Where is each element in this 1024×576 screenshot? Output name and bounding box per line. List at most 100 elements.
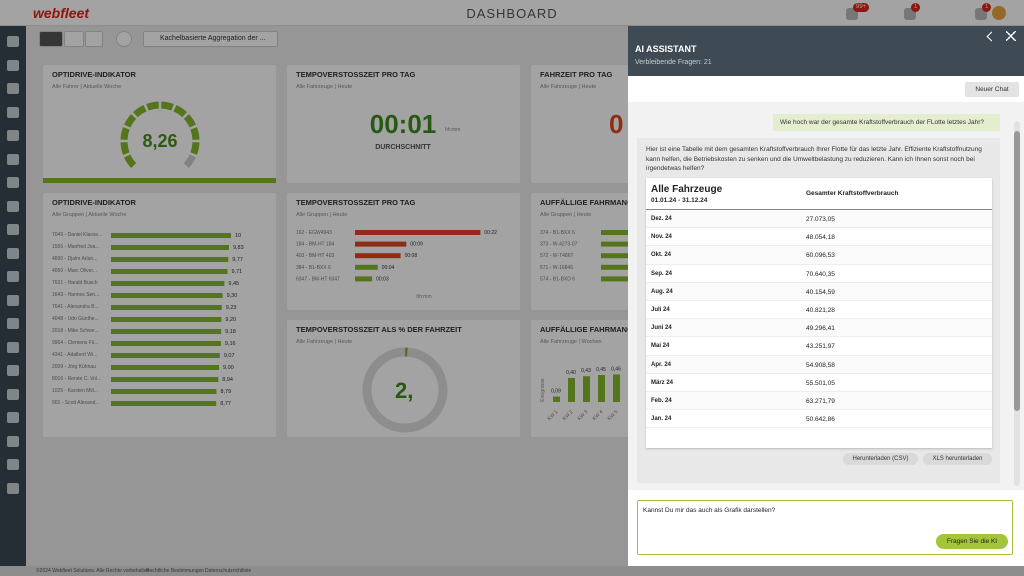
sidebar-icon[interactable] [7, 294, 19, 306]
new-chat-button[interactable]: Neuer Chat [965, 82, 1019, 97]
table-row: Dez. 24 27.073,05 [646, 210, 992, 229]
bar [598, 375, 605, 402]
gauge-segment [146, 101, 159, 111]
widget-canvas: TEMPOVERSTOSSZEIT PRO TAG Alle Fahrzeuge … [296, 70, 460, 151]
bar-label: 9,07 [224, 353, 235, 359]
widget: TEMPOVERSTOSSZEIT ALS % DER FAHRZEIT Alle… [287, 320, 520, 437]
sidebar-icon[interactable] [7, 482, 19, 494]
value-cell: 48.054,18 [806, 234, 835, 242]
widget-canvas: TEMPOVERSTOSSZEIT PRO TAG Alle Gruppen | … [296, 198, 497, 300]
bar-label: 9,16 [225, 341, 236, 347]
copyright: ©2024 Webfleet Solutions. Alle Rechte vo… [36, 568, 150, 574]
big-value: 00:01 [370, 109, 437, 139]
widget-canvas: OPTIDRIVE-INDIKATOR Alle Fahrer | Aktuell… [43, 70, 276, 183]
bar [111, 257, 229, 262]
row-label: 403 - BM-HT 403 [296, 253, 334, 259]
unit: hh:mm [445, 127, 460, 133]
sidebar-icon[interactable] [7, 271, 19, 282]
aggregation-dropdown[interactable]: Kachelbasierte Aggregation der ... [143, 31, 278, 47]
submit-button[interactable]: Fragen Sie die KI [936, 534, 1008, 549]
axis-label: hh:mm [416, 294, 431, 300]
bar-fragment [601, 276, 631, 282]
value-cell: 43.251,97 [806, 343, 835, 351]
month-cell: Dez. 24 [651, 216, 672, 222]
sidebar-icon[interactable] [7, 59, 19, 71]
bar-label: 9,23 [226, 305, 237, 311]
sidebar-icon[interactable] [7, 459, 19, 470]
row-label: 2009 - Jörg Kühnau [52, 364, 96, 370]
bar-label: 00:08 [405, 253, 418, 259]
table-title: Alle Fahrzeuge [651, 184, 723, 195]
bar-label: 9,00 [223, 365, 234, 371]
table-row: Jan. 24 50.642,86 [646, 410, 992, 429]
table-period: 01.01.24 - 31.12.24 [651, 197, 708, 204]
gauge-segment [161, 101, 174, 111]
month-cell: Jan. 24 [651, 416, 672, 423]
table-row: Apr. 24 54.908,58 [646, 355, 992, 374]
gauge-segment [183, 154, 196, 168]
gauge-segment [124, 154, 137, 168]
close-button[interactable] [1006, 31, 1016, 41]
assistant-message: Hier ist eine Tabelle mit dem gesamten K… [637, 138, 1000, 483]
view-button[interactable] [64, 31, 84, 47]
y-axis-label: Ereignisse [540, 378, 546, 402]
bar-label: 9,77 [232, 257, 243, 263]
widget-title: OPTIDRIVE-INDIKATOR [52, 198, 136, 207]
edit-button[interactable] [116, 31, 132, 47]
sidebar-icon[interactable] [7, 318, 19, 329]
user-message: Wie hoch war der gesamte Kraftstoffverbr… [773, 114, 1000, 131]
gauge-segment [183, 114, 196, 128]
bar [111, 281, 225, 286]
sidebar-icon[interactable] [7, 200, 19, 212]
widget-subtitle: Alle Fahrzeuge | Heute [296, 339, 352, 345]
sidebar-icon[interactable] [7, 388, 19, 400]
footer-link[interactable]: Rechtliche Bestimmungen [146, 568, 205, 574]
download-csv[interactable]: Herunterladen (CSV) [843, 453, 918, 465]
bar [111, 389, 217, 394]
sidebar-icon[interactable] [7, 224, 19, 235]
view-button[interactable] [39, 31, 63, 47]
sidebar-icon[interactable] [7, 106, 19, 118]
widget: OPTIDRIVE-INDIKATOR Alle Fahrer | Aktuell… [43, 65, 276, 183]
row-label: 901 - Scott Alexand... [52, 400, 100, 406]
question-input[interactable]: Kannst Du mir das auch als Grafik darste… [637, 500, 1013, 555]
value-cell: 40.821,28 [806, 307, 835, 314]
view-button[interactable] [85, 31, 103, 47]
sidebar-icon[interactable] [7, 153, 19, 165]
download-xls[interactable]: XLS herunterladen [923, 453, 992, 465]
sidebar-icon[interactable] [7, 83, 19, 94]
bar [111, 317, 222, 322]
bar [111, 365, 219, 370]
scroll-thumb[interactable] [1014, 131, 1020, 411]
widget-subtitle: Alle Gruppen | Heute [540, 212, 591, 218]
sidebar-icon[interactable] [7, 435, 19, 447]
bar-label: 9,83 [233, 245, 244, 251]
sidebar-icon[interactable] [7, 36, 19, 47]
bar [111, 269, 228, 274]
user-avatar[interactable] [992, 6, 1006, 20]
sidebar-icon[interactable] [7, 177, 19, 188]
sidebar-icon[interactable] [7, 130, 19, 141]
widget-subtitle: Alle Fahrzeuge | Heute [540, 84, 596, 90]
bar [355, 264, 378, 270]
value-cell: 54.908,58 [806, 361, 835, 369]
bar-fragment [601, 253, 631, 259]
sidebar-icon[interactable] [7, 412, 19, 423]
row-label: 4690 - Djalm Arlan... [52, 256, 97, 262]
widget-subtitle: Alle Fahrer | Aktuelle Woche [52, 84, 121, 90]
widget-canvas: TEMPOVERSTOSSZEIT ALS % DER FAHRZEIT Alle… [296, 325, 462, 433]
widget-subtitle: Alle Gruppen | Aktuelle Woche [52, 212, 126, 218]
widget-title: AUFFÄLLIGE FAHRMANÖ... [540, 325, 639, 334]
row-label: 1643 - Hannes Sen... [52, 292, 99, 298]
month-cell: Aug. 24 [651, 288, 673, 295]
bar [568, 378, 575, 402]
bar-label: 00:09 [410, 242, 423, 248]
column-header: Gesamter Kraftstoffverbrauch [806, 190, 899, 197]
bar [111, 305, 222, 310]
sidebar-icon[interactable] [7, 365, 19, 376]
footer-link[interactable]: Datenschutzrichtlinie [205, 568, 252, 574]
sidebar-icon[interactable] [7, 247, 19, 259]
bar-fragment [601, 230, 631, 235]
back-button[interactable] [986, 31, 997, 42]
sidebar-icon[interactable] [7, 341, 19, 353]
